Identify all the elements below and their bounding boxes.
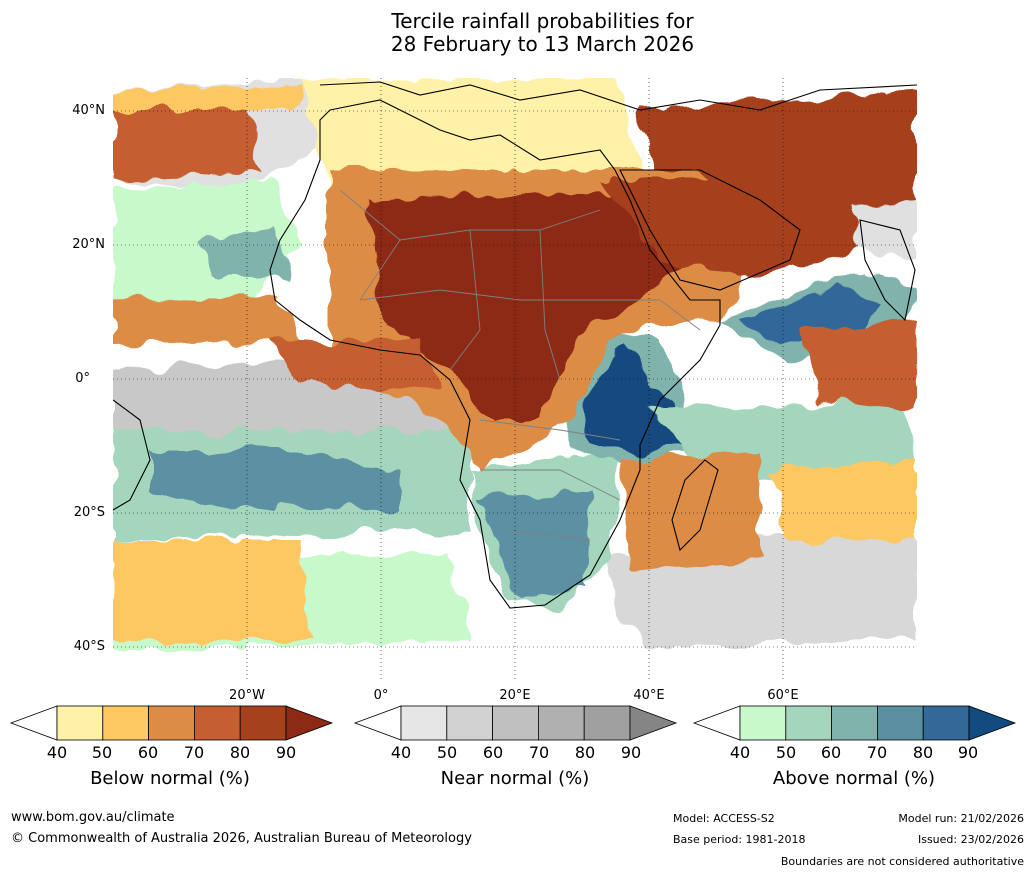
above-tick: 50: [775, 743, 797, 762]
below-north-indian: [800, 320, 917, 410]
near-colorbar-cell: [446, 705, 493, 741]
below-colorbar-cell: [102, 705, 150, 741]
above-colorbar-cell: [739, 705, 787, 741]
lon-label-40e: 40°E: [633, 688, 665, 703]
colorbars: [9, 705, 1017, 741]
footer-model-run: Model run: 21/02/2026: [898, 812, 1024, 825]
footer-base-period: Base period: 1981-2018: [673, 833, 806, 846]
below-colorbar-lower-extend: [9, 705, 58, 741]
below-south-atlantic: [113, 540, 310, 640]
below-tick: 70: [183, 743, 205, 762]
above-tick: 90: [957, 743, 979, 762]
south-america-coastline: [113, 399, 151, 511]
india-coastline: [859, 219, 916, 322]
country-borders: [339, 189, 701, 541]
below-tick: 80: [229, 743, 251, 762]
above-colorbar-cell: [785, 705, 832, 741]
near-colorbar: [353, 705, 678, 741]
below-colorbar-cell: [193, 705, 241, 741]
lat-label-20n: 20°N: [72, 237, 105, 252]
below-colorbar: [9, 705, 334, 741]
lon-label-60e: 60°E: [767, 688, 799, 703]
map-panel: [113, 78, 917, 680]
above-southern-africa-core: [480, 490, 590, 600]
near-colorbar-cell: [538, 705, 585, 741]
below-north-atlantic-light: [113, 85, 300, 110]
above-normal-title: Above normal (%): [772, 768, 936, 789]
below-tick: 50: [91, 743, 113, 762]
near-tick: 90: [620, 743, 642, 762]
below-colorbar-cell: [148, 705, 195, 741]
footer-model: Model: ACCESS-S2: [673, 812, 775, 825]
madagascar-coastline: [671, 459, 719, 552]
near-tick: 70: [528, 743, 550, 762]
above-colorbar-lower-extend: [692, 705, 741, 741]
above-tick: 70: [866, 743, 888, 762]
near-tick: 50: [436, 743, 458, 762]
above-colorbar: [692, 705, 1017, 741]
below-colorbar-cell: [56, 705, 104, 741]
footer-copyright: © Commonwealth of Australia 2026, Austra…: [11, 831, 472, 846]
lon-label-20e: 20°E: [499, 688, 531, 703]
near-colorbar-cell: [400, 705, 448, 741]
above-tick: 80: [912, 743, 934, 762]
above-colorbar-cell: [831, 705, 878, 741]
title-line-1: Tercile rainfall probabilities for: [391, 9, 694, 33]
below-north-atlantic: [113, 100, 260, 180]
near-normal-title: Near normal (%): [440, 768, 590, 789]
above-tick: 40: [729, 743, 751, 762]
lon-label-0: 0°: [373, 688, 389, 703]
arabia-coastline: [619, 169, 801, 291]
near-colorbar-upper-extend: [629, 705, 678, 741]
above-south-atlantic-core: [150, 450, 400, 510]
near-tick: 40: [390, 743, 412, 762]
below-south-indian: [770, 460, 917, 540]
below-tick: 40: [46, 743, 68, 762]
lat-label-equator: 0°: [75, 371, 90, 386]
footer-url: www.bom.gov.au/climate: [11, 810, 175, 825]
below-colorbar-upper-extend: [285, 705, 334, 741]
above-tick: 60: [820, 743, 842, 762]
below-tick: 90: [275, 743, 297, 762]
near-tick: 60: [482, 743, 504, 762]
below-colorbar-cell: [239, 705, 287, 741]
above-east-africa-core: [580, 345, 690, 455]
below-mediterranean: [300, 78, 640, 190]
africa-coastline: [269, 99, 721, 609]
above-colorbar-cell: [877, 705, 924, 741]
below-madagascar: [620, 450, 760, 570]
gridlines: [113, 78, 917, 680]
above-colorbar-cell: [922, 705, 970, 741]
coastlines: [113, 81, 917, 609]
below-west-sahel: [113, 295, 300, 345]
lat-label-40s: 40°S: [73, 639, 105, 654]
near-colorbar-lower-extend: [353, 705, 402, 741]
below-tick: 60: [137, 743, 159, 762]
below-sahara-core: [370, 190, 700, 420]
near-tick: 80: [574, 743, 596, 762]
above-teal-west: [200, 230, 290, 280]
footer-issued: Issued: 23/02/2026: [917, 833, 1024, 846]
lat-label-40n: 40°N: [72, 103, 105, 118]
above-colorbar-upper-extend: [968, 705, 1017, 741]
map-title: Tercile rainfall probabilities for 28 Fe…: [0, 10, 1035, 56]
near-colorbar-cell: [583, 705, 631, 741]
footer-disclaimer: Boundaries are not considered authoritat…: [780, 855, 1024, 868]
lat-label-20s: 20°S: [73, 505, 105, 520]
near-colorbar-cell: [492, 705, 539, 741]
below-normal-title: Below normal (%): [90, 768, 250, 789]
lon-label-20w: 20°W: [229, 688, 265, 703]
title-line-2: 28 February to 13 March 2026: [390, 32, 695, 56]
europe-coastline: [319, 81, 917, 111]
